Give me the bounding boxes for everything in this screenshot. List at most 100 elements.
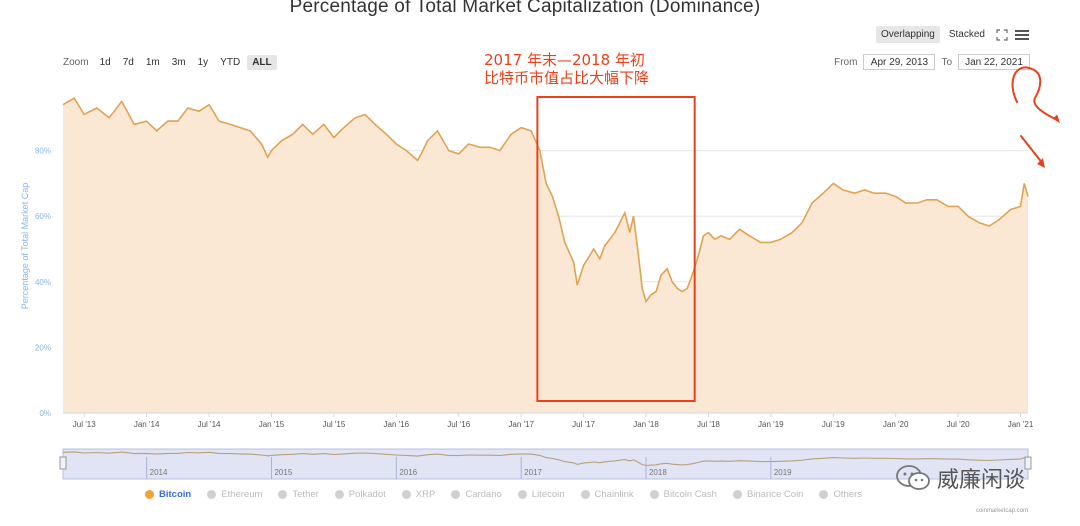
legend-label: Litecoin [531, 489, 565, 500]
legend-dot [451, 490, 461, 499]
navigator-label: 2016 [399, 468, 417, 477]
grid-lines [63, 150, 1028, 414]
to-label: To [941, 56, 952, 68]
annotation-text: 2017 年末—2018 年初 比特币市值占比大幅下降 [484, 51, 649, 87]
navigator-label: 2019 [774, 468, 792, 477]
legend-item-bitcoin-cash[interactable]: Bitcoin Cash [649, 489, 717, 500]
zoom-all-button[interactable]: ALL [247, 55, 277, 70]
zoom-1m-button[interactable]: 1m [145, 57, 160, 68]
x-axis-ticks: Jul '13 Jan '14 Jul '14 Jan '15 Jul '15 Jan '… [73, 413, 1034, 429]
x-tick-label: Jul '16 [447, 420, 470, 429]
to-date-input[interactable] [958, 54, 1030, 70]
legend-label: Ethereum [221, 489, 263, 500]
legend-item-litecoin[interactable]: Litecoin [517, 489, 565, 500]
zoom-toolbar: Zoom 1d 7d 1m 3m 1y YTD ALL [63, 55, 277, 70]
annotation-line-2: 比特币市值占比大幅下降 [484, 69, 650, 87]
date-range-selector: From To [834, 54, 1030, 70]
legend-item-bitcoin[interactable]: Bitcoin [145, 489, 191, 500]
chart-title: Percentage of Total Market Capitalizatio… [289, 0, 761, 17]
navigator-label: 2017 [524, 468, 542, 477]
legend: Bitcoin Ethereum Tether Polkadot XRP Cardano L… [145, 489, 862, 500]
legend-dot [580, 490, 590, 499]
navigator-window[interactable] [62, 448, 1029, 480]
fullscreen-glyph [996, 28, 1008, 41]
legend-dot [649, 490, 659, 499]
legend-label: Cardano [465, 489, 502, 500]
hamburger-glyph [1015, 29, 1029, 40]
legend-label: Polkadot [348, 489, 386, 500]
question-mark-scribble [1011, 66, 1060, 168]
zoom-1d-button[interactable]: 1d [99, 57, 111, 68]
navigator-series [62, 451, 1029, 467]
legend-item-others[interactable]: Others [819, 489, 862, 500]
navigator-right-handle[interactable] [1024, 456, 1032, 470]
y-axis-ticks: 0% 20% 40% 60% 80% [35, 147, 51, 418]
zoom-7d-button[interactable]: 7d [122, 57, 134, 68]
legend-label: XRP [415, 489, 436, 500]
navigator-label: 2015 [274, 468, 292, 477]
watermark: 威廉闲谈 [895, 462, 1025, 494]
from-date-input[interactable] [863, 54, 936, 70]
bitcoin-area [63, 98, 1028, 413]
legend-item-polkadot[interactable]: Polkadot [334, 489, 386, 500]
legend-item-tether[interactable]: Tether [278, 489, 319, 500]
x-tick-label: Jul '14 [198, 420, 221, 429]
zoom-ytd-button[interactable]: YTD [220, 57, 241, 68]
view-mode-toolbar: Overlapping Stacked [875, 26, 1030, 43]
y-tick-label: 0% [39, 409, 51, 418]
x-tick-label: Jan '17 [508, 420, 534, 429]
x-tick-label: Jul '13 [73, 420, 96, 429]
legend-dot [732, 490, 742, 499]
x-tick-label: Jan '15 [259, 420, 285, 429]
legend-label: Bitcoin [159, 489, 192, 500]
legend-dot [145, 490, 154, 499]
legend-item-ethereum[interactable]: Ethereum [207, 489, 262, 500]
legend-dot [401, 490, 411, 499]
annotation-line-1: 2017 年末—2018 年初 [484, 51, 645, 69]
y-tick-label: 20% [35, 343, 51, 352]
stacked-button[interactable]: Stacked [948, 29, 985, 40]
x-tick-label: Jan '19 [758, 420, 784, 429]
legend-dot [207, 490, 217, 499]
y-tick-label: 80% [35, 147, 51, 156]
x-tick-label: Jan '21 [1008, 420, 1034, 429]
x-tick-label: Jul '19 [822, 420, 845, 429]
legend-label: Binance Coin [746, 489, 804, 500]
navigator-label: 2014 [150, 468, 168, 477]
highlight-box [536, 96, 696, 402]
legend-label: Chainlink [594, 489, 634, 500]
x-tick-label: Jan '14 [134, 420, 160, 429]
legend-dot [334, 490, 344, 499]
zoom-label: Zoom [63, 57, 89, 68]
x-tick-label: Jan '20 [883, 420, 909, 429]
legend-item-cardano[interactable]: Cardano [451, 489, 502, 500]
overlapping-button[interactable]: Overlapping [875, 26, 940, 43]
y-tick-label: 40% [35, 278, 51, 287]
x-tick-label: Jul '17 [572, 420, 595, 429]
x-tick-label: Jul '15 [322, 420, 345, 429]
legend-item-chainlink[interactable]: Chainlink [580, 489, 634, 500]
x-tick-label: Jan '18 [633, 420, 659, 429]
legend-item-xrp[interactable]: XRP [401, 489, 436, 500]
legend-label: Others [833, 489, 862, 500]
x-tick-label: Jul '20 [947, 420, 970, 429]
menu-icon[interactable] [1014, 27, 1030, 43]
navigator: 2014 2015 2016 2017 2018 2019 [59, 448, 1032, 480]
zoom-3m-button[interactable]: 3m [171, 57, 186, 68]
legend-item-binance-coin[interactable]: Binance Coin [732, 489, 804, 500]
navigator-left-handle[interactable] [59, 456, 67, 470]
fullscreen-icon[interactable] [994, 27, 1010, 43]
x-tick-label: Jul '18 [697, 420, 720, 429]
credit-text: coinmarketcap.com [975, 508, 1028, 514]
legend-label: Bitcoin Cash [663, 489, 717, 500]
legend-dot [278, 490, 288, 499]
y-axis-label: Percentage of Total Market Cap [20, 183, 30, 309]
x-tick-label: Jan '16 [384, 420, 410, 429]
legend-dot [819, 490, 829, 499]
from-label: From [834, 56, 858, 68]
wechat-icon [896, 465, 930, 490]
zoom-1y-button[interactable]: 1y [197, 57, 209, 68]
y-tick-label: 60% [35, 212, 51, 221]
navigator-label: 2018 [649, 468, 667, 477]
watermark-text: 威廉闲谈 [937, 468, 1026, 493]
